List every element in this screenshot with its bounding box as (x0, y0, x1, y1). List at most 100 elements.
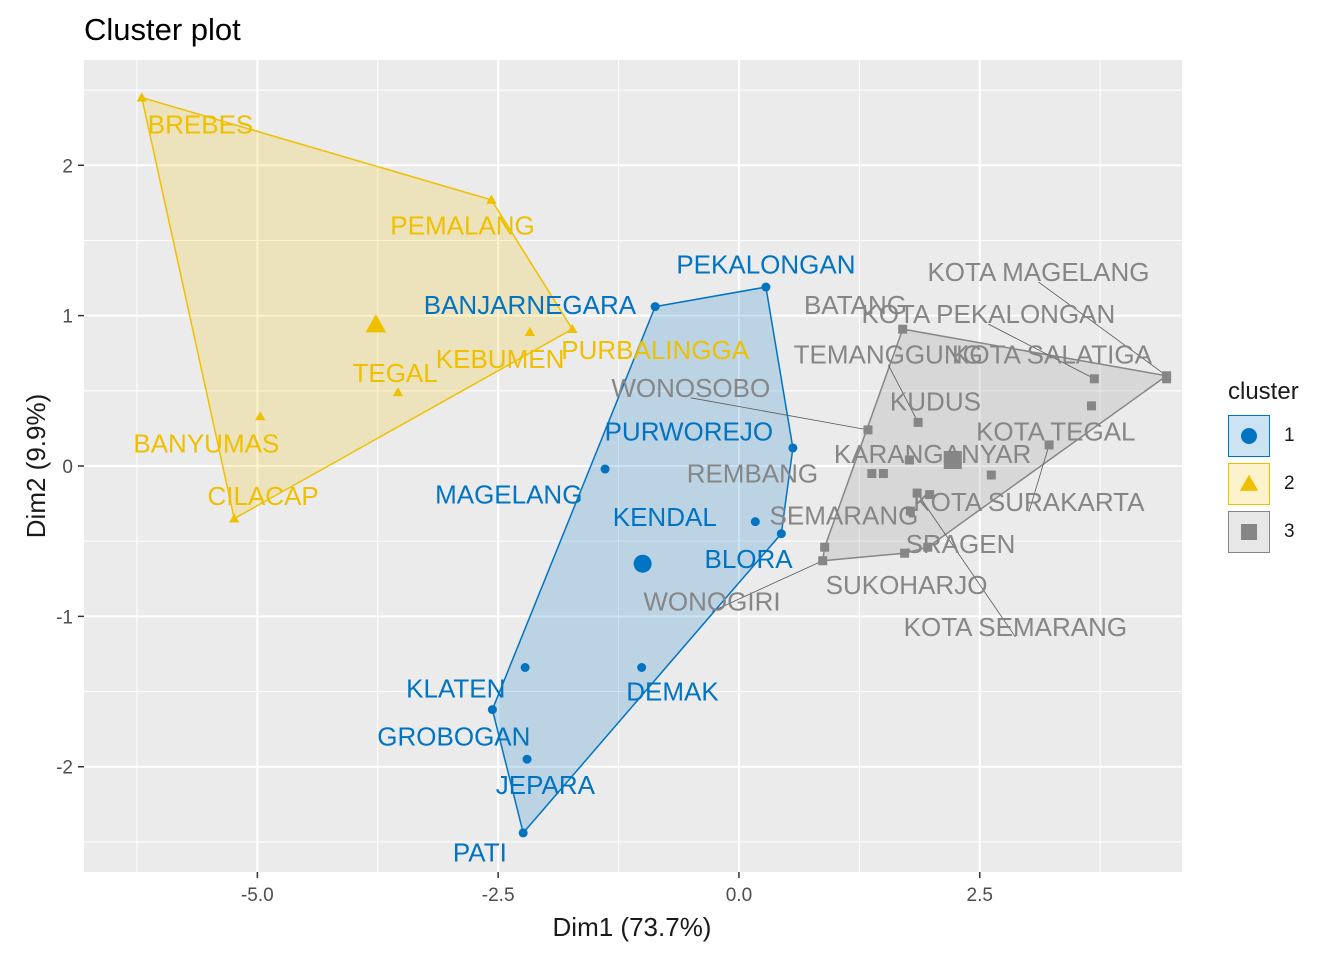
point-label: BLORA (705, 544, 794, 574)
point-label: KOTA SALATIGA (952, 340, 1153, 370)
label-leader-line (711, 560, 823, 612)
point-label: PURBALINGGA (561, 335, 749, 365)
cluster-2-point (486, 194, 497, 204)
cluster-3-point (1086, 401, 1096, 411)
point-label: SEMARANG (770, 501, 919, 531)
legend-circle-icon (1241, 428, 1257, 444)
cluster-1-point (520, 662, 530, 672)
point-label: BATANG (804, 290, 907, 320)
legend-label: 1 (1284, 425, 1295, 446)
legend-title: cluster (1228, 378, 1299, 405)
point-label: WONOSOBO (611, 373, 770, 403)
y-tick-label: 0 (62, 457, 73, 478)
point-label: SUKOHARJO (826, 570, 988, 600)
cluster-1-point (637, 662, 647, 672)
x-tick-label: -2.5 (482, 885, 515, 906)
legend-label: 2 (1284, 473, 1295, 494)
cluster-1-point (518, 828, 528, 838)
point-label: GROBOGAN (377, 722, 530, 752)
legend-label: 3 (1284, 521, 1295, 542)
point-label: PEKALONGAN (676, 250, 855, 280)
major-gridlines (84, 60, 1182, 872)
cluster-3-point (904, 455, 914, 465)
cluster-3-point (925, 490, 935, 500)
cluster-3-point (1162, 374, 1172, 384)
point-label: JEPARA (496, 770, 596, 800)
point-label: MAGELANG (435, 480, 582, 510)
x-tick-label: 0.0 (726, 885, 752, 906)
point-label: REMBANG (687, 459, 818, 489)
point-label: TEGAL (352, 358, 437, 388)
point-label: BANJARNEGARA (424, 290, 637, 320)
legend-key-1 (1228, 415, 1270, 457)
point-label: KLATEN (406, 674, 505, 704)
cluster-1-point (776, 529, 786, 539)
cluster-2-point (567, 323, 578, 334)
cluster-2-point (255, 411, 266, 421)
cluster-1-point (650, 302, 660, 312)
x-axis: -5.0 -2.5 0.0 2.5 (241, 872, 993, 906)
x-axis-title: Dim1 (73.7%) (552, 912, 712, 942)
cluster-1-point (788, 443, 798, 453)
cluster-1-point (522, 754, 532, 764)
point-labels: PEKALONGAN BANJARNEGARA PURWOREJO MAGELANG K… (133, 110, 1152, 868)
minor-gridlines (84, 60, 1182, 872)
cluster-3-point (900, 548, 910, 558)
cluster-3-point (986, 470, 996, 480)
y-axis-title: Dim2 (9.9%) (21, 394, 51, 538)
label-leader-line (1028, 444, 1050, 513)
cluster-1-point (761, 282, 771, 292)
y-tick-label: -2 (56, 758, 73, 779)
legend: cluster 1 2 3 (1228, 378, 1299, 556)
y-axis: -2 -1 0 1 2 (56, 156, 84, 779)
label-leader-line (690, 397, 869, 431)
cluster-points (136, 92, 1172, 838)
point-label: KOTA MAGELANG (927, 257, 1149, 287)
point-label: DEMAK (626, 677, 719, 707)
chart-title: Cluster plot (84, 12, 241, 47)
cluster-1-point (487, 705, 497, 715)
cluster-3-point (905, 506, 915, 516)
cluster-2-point (136, 92, 147, 102)
point-label: KARANGANYAR (834, 439, 1031, 469)
point-label: KOTA SEMARANG (904, 612, 1127, 642)
point-label: KENDAL (613, 502, 717, 532)
point-label: KOTA TEGAL (976, 416, 1135, 446)
point-label: BANYUMAS (133, 428, 279, 458)
point-label: BREBES (148, 110, 254, 140)
legend-item-1: 1 (1228, 412, 1299, 460)
point-label: PATI (453, 837, 507, 867)
point-label: KOTA PEKALONGAN (861, 299, 1115, 329)
cluster-2-point (229, 513, 240, 523)
cluster-3-point (912, 488, 922, 498)
cluster-3-point (923, 542, 933, 552)
cluster-3-point (898, 324, 908, 334)
label-leader-line (1038, 281, 1167, 377)
y-tick-label: -1 (56, 607, 73, 628)
cluster-1-point (750, 517, 760, 527)
label-leader-line (887, 364, 919, 423)
point-label: WONOGIRI (643, 586, 780, 616)
label-leader-lines (690, 281, 1167, 638)
legend-square-icon (1241, 524, 1257, 540)
legend-item-2: 2 (1228, 460, 1299, 508)
cluster-3-point (1089, 374, 1099, 384)
cluster-3-centroid (943, 450, 962, 469)
label-leader-line (916, 492, 1016, 638)
cluster-3-point (820, 542, 830, 552)
cluster-3-point (878, 469, 888, 479)
point-label: KOTA SURAKARTA (913, 487, 1145, 517)
cluster-3-point (913, 417, 923, 427)
point-label: TEMANGGUNG (794, 340, 983, 370)
y-tick-label: 1 (62, 307, 73, 328)
legend-key-2 (1228, 463, 1270, 505)
legend-item-3: 3 (1228, 508, 1299, 556)
legend-triangle-icon (1239, 474, 1259, 491)
cluster-3-point (1044, 440, 1054, 450)
legend-key-3 (1228, 511, 1270, 553)
point-label: PEMALANG (390, 210, 535, 240)
cluster-1-centroid (633, 554, 652, 573)
cluster-2-point (392, 387, 404, 397)
cluster-3-point (818, 556, 828, 566)
